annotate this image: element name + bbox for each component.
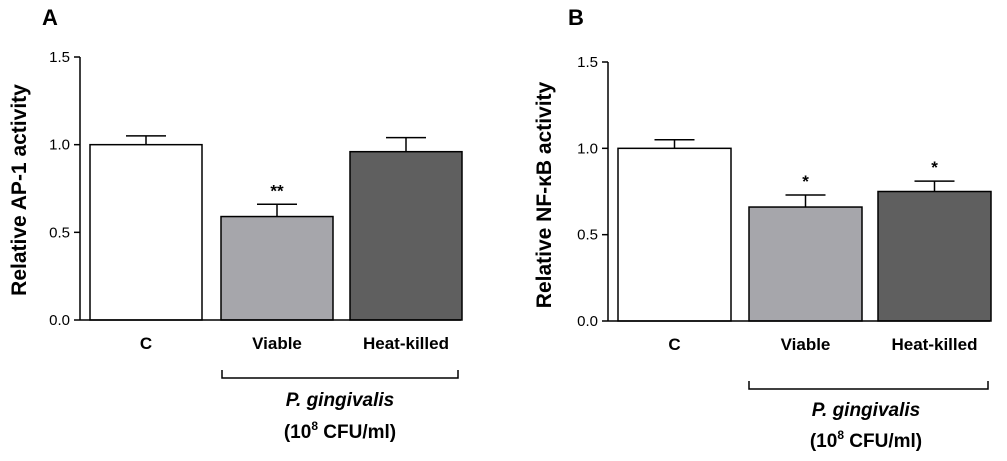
- y-tick-label: 1.5: [49, 49, 70, 66]
- panel-b: B Relative NF-κB activity 0.0 0.5 1.0 1.5 *…: [533, 5, 992, 452]
- panel-b-bars: **: [617, 138, 992, 322]
- panel-a-group-sublabel: (108 CFU/ml): [284, 419, 396, 443]
- panel-a: A Relative AP-1 activity 0.0 0.5 1.0 1.5 **…: [8, 5, 463, 443]
- panel-b-group-sublabel: (108 CFU/ml): [810, 428, 922, 452]
- panel-a-bars: **: [89, 135, 463, 321]
- panel-a-group-bracket: [221, 370, 459, 379]
- category-label: C: [140, 334, 152, 353]
- y-tick-label: 1.0: [577, 140, 598, 157]
- panel-b-sublabel-post: CFU/ml): [844, 431, 922, 452]
- panel-a-sublabel-pre: (10: [284, 422, 311, 443]
- y-tick-label: 1.5: [577, 54, 598, 71]
- category-label: Viable: [252, 334, 302, 353]
- panel-a-label: A: [42, 5, 58, 30]
- panel-b-group-label: P. gingivalis: [812, 400, 920, 421]
- category-label: C: [668, 335, 680, 354]
- panel-a-sublabel-sup: 8: [311, 419, 318, 433]
- panel-a-group-label: P. gingivalis: [286, 390, 394, 411]
- panel-b-y-axis-label: Relative NF-κB activity: [533, 81, 556, 308]
- category-label: Heat-killed: [892, 335, 978, 354]
- y-tick-label: 1.0: [49, 137, 70, 154]
- significance-marker: *: [931, 158, 938, 177]
- panel-a-y-ticks: 0.0 0.5 1.0 1.5: [49, 49, 80, 329]
- bar-heat-killed: [349, 150, 463, 321]
- panel-b-category-labels: C Viable Heat-killed: [668, 335, 977, 354]
- significance-marker: *: [802, 172, 809, 191]
- significance-marker: **: [270, 181, 284, 200]
- panel-b-sublabel-sup: 8: [837, 428, 844, 442]
- bar-viable: [748, 206, 863, 322]
- bar-c: [89, 143, 203, 321]
- panel-a-category-labels: C Viable Heat-killed: [140, 334, 449, 353]
- panel-b-sublabel-pre: (10: [810, 431, 837, 452]
- category-label: Heat-killed: [363, 334, 449, 353]
- panel-b-y-ticks: 0.0 0.5 1.0 1.5: [577, 54, 608, 330]
- y-tick-label: 0.0: [49, 312, 70, 329]
- bar-heat-killed: [877, 190, 992, 322]
- y-tick-label: 0.5: [49, 224, 70, 241]
- y-tick-label: 0.0: [577, 313, 598, 330]
- panel-b-group-bracket: [748, 381, 989, 390]
- panel-a-sublabel-post: CFU/ml): [318, 422, 396, 443]
- panel-b-label: B: [568, 5, 584, 30]
- y-tick-label: 0.5: [577, 227, 598, 244]
- bar-c: [617, 147, 732, 322]
- bar-viable: [220, 215, 334, 321]
- panel-a-y-axis-label: Relative AP-1 activity: [8, 84, 31, 296]
- category-label: Viable: [781, 335, 831, 354]
